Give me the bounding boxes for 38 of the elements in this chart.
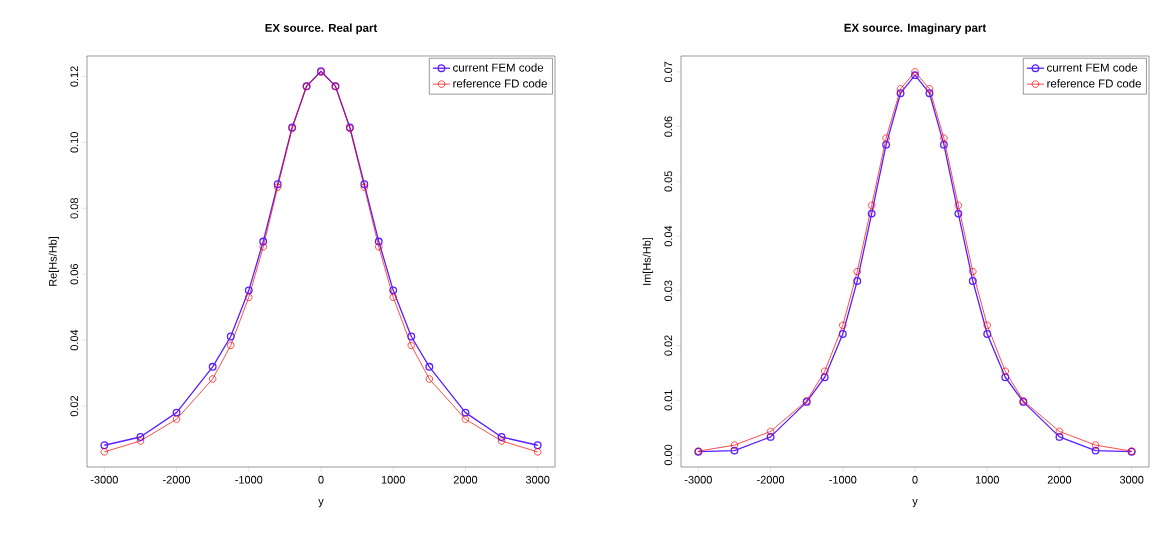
y-tick-label: 0.02 bbox=[70, 395, 79, 417]
y-tick-label: 0.08 bbox=[70, 198, 79, 219]
x-tick-label: 3000 bbox=[1119, 475, 1144, 484]
x-tick-label: -3000 bbox=[90, 475, 118, 484]
y-tick-label: 0.04 bbox=[70, 329, 79, 351]
chart-title: EX source. Real part bbox=[265, 23, 378, 35]
x-tick-label: 0 bbox=[318, 475, 324, 484]
y-tick-label: 0.04 bbox=[664, 225, 673, 247]
x-tick-label: 2000 bbox=[453, 475, 478, 484]
x-tick-label: 3000 bbox=[525, 475, 550, 484]
legend-label: reference FD code bbox=[1047, 79, 1141, 88]
x-axis-title: y bbox=[912, 499, 918, 508]
y-axis-title: Re[Hs/Hb] bbox=[48, 237, 59, 286]
x-tick-label: -1000 bbox=[235, 475, 263, 484]
y-tick-label: 0.06 bbox=[70, 264, 79, 285]
x-tick-label: -3000 bbox=[684, 475, 712, 484]
x-tick-label: 1000 bbox=[381, 475, 405, 484]
x-tick-label: 1000 bbox=[975, 475, 999, 484]
legend-label: reference FD code bbox=[453, 79, 547, 88]
y-tick-label: 0.03 bbox=[664, 280, 673, 302]
y-tick-label: 0.02 bbox=[664, 335, 673, 356]
y-tick-label: 0.00 bbox=[664, 444, 673, 466]
legend-label: current FEM code bbox=[453, 63, 544, 72]
y-tick-label: 0.12 bbox=[70, 66, 79, 87]
legend-label: current FEM code bbox=[1047, 63, 1138, 72]
x-tick-label: -2000 bbox=[163, 475, 191, 484]
x-axis-title: y bbox=[318, 499, 324, 508]
y-tick-label: 0.01 bbox=[664, 390, 673, 411]
x-tick-label: -2000 bbox=[757, 475, 785, 484]
y-tick-label: 0.10 bbox=[70, 132, 79, 153]
y-tick-label: 0.06 bbox=[664, 116, 673, 137]
chart-title: EX source. Imaginary part bbox=[844, 23, 987, 35]
y-axis-title: Im[Hs/Hb] bbox=[642, 237, 653, 285]
x-tick-label: 2000 bbox=[1047, 475, 1072, 484]
x-tick-label: 0 bbox=[912, 475, 918, 484]
x-tick-label: -1000 bbox=[829, 475, 857, 484]
y-tick-label: 0.07 bbox=[664, 61, 673, 83]
y-tick-label: 0.05 bbox=[664, 171, 673, 192]
